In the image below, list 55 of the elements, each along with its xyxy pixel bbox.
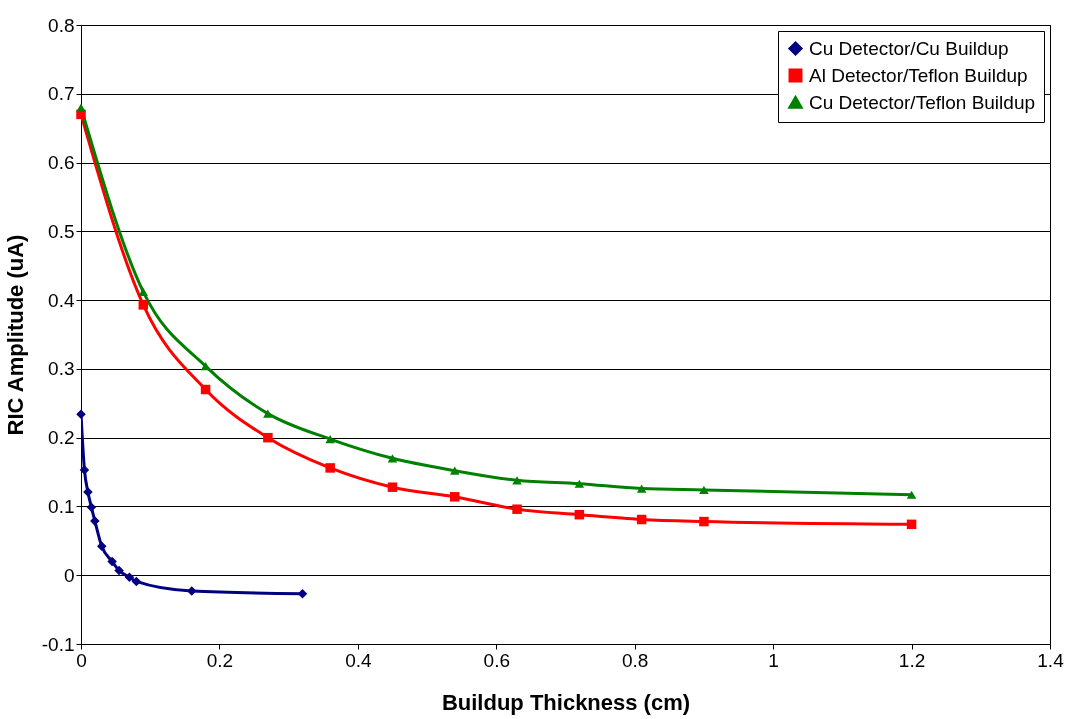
y-tick-label: -0.1 (41, 633, 75, 655)
point (906, 490, 917, 499)
point (450, 466, 460, 475)
point (906, 519, 917, 530)
x-tick-label: 0.4 (345, 649, 372, 671)
point (699, 485, 709, 495)
y-tick-label: 0 (63, 564, 75, 586)
y-tick-label: 0.1 (48, 495, 75, 517)
point (297, 589, 308, 599)
point (114, 565, 124, 576)
point (699, 516, 709, 527)
point (263, 409, 273, 418)
point (79, 465, 90, 475)
point (76, 103, 86, 112)
point (512, 504, 522, 514)
y-tick-label: 0.7 (48, 83, 75, 105)
x-tick-label: 0.8 (622, 649, 649, 671)
y-tick-label: 0.6 (48, 152, 75, 174)
point (325, 463, 335, 473)
point (574, 509, 585, 520)
point (450, 492, 460, 502)
point (76, 409, 86, 420)
legend-label: Al Detector/Teflon Buildup (809, 64, 1028, 86)
y-tick-label: 0.8 (48, 14, 75, 36)
y-tick-label: 0.2 (48, 427, 75, 449)
x-tick-label: 0.2 (206, 649, 234, 671)
point (325, 434, 335, 444)
point (107, 556, 117, 567)
point (138, 300, 149, 310)
x-tick-label: 1.4 (1037, 649, 1065, 671)
legend-label: Cu Detector/Cu Buildup (809, 37, 1009, 59)
x-tick-label: 1 (768, 649, 779, 671)
y-tick-label: 0.3 (48, 358, 75, 380)
point (574, 479, 585, 488)
point (387, 482, 398, 492)
y-tick-label: 0.5 (48, 220, 75, 242)
x-axis-title: Buildup Thickness (cm) (441, 689, 691, 715)
y-tick-label: 0.4 (48, 289, 75, 311)
point (138, 287, 149, 296)
point (263, 432, 273, 443)
x-tick-label: 1.2 (898, 649, 926, 671)
point (387, 454, 398, 463)
point (131, 576, 142, 587)
point (636, 514, 647, 525)
point (636, 484, 647, 493)
y-axis-title: RIC Amplitude (uA) (2, 234, 28, 436)
point (90, 516, 100, 526)
point (124, 572, 135, 583)
point (512, 476, 522, 485)
legend-label: Cu Detector/Teflon Buildup (809, 91, 1036, 113)
point (86, 502, 97, 512)
x-tick-label: 0.6 (483, 649, 510, 671)
point (187, 586, 197, 596)
point (200, 384, 211, 395)
point (97, 541, 107, 552)
